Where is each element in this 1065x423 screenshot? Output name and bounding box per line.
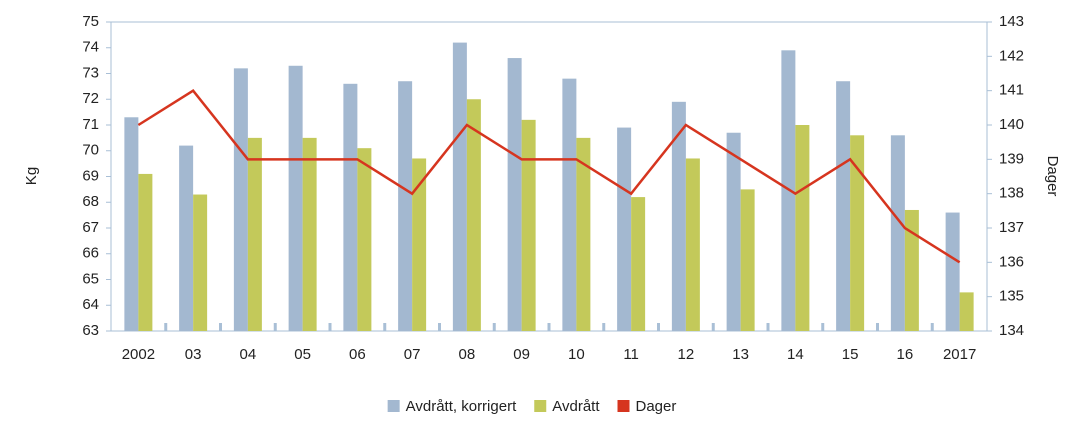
bar bbox=[357, 148, 372, 331]
y-tick-label: 75 bbox=[82, 13, 99, 30]
bar bbox=[945, 212, 960, 331]
y-tick-label: 67 bbox=[82, 219, 99, 236]
bar bbox=[193, 194, 208, 331]
y2-tick-label: 135 bbox=[999, 288, 1024, 305]
y-tick-label: 70 bbox=[82, 142, 99, 159]
x-tick-label: 03 bbox=[185, 346, 202, 363]
y-tick-label: 69 bbox=[82, 167, 99, 184]
x-tick-label: 2002 bbox=[122, 346, 155, 363]
y2-tick-label: 141 bbox=[999, 82, 1024, 99]
bar bbox=[233, 68, 248, 331]
y2-tick-label: 139 bbox=[999, 150, 1024, 167]
x-tick-label: 11 bbox=[623, 346, 639, 363]
x-tick-label: 09 bbox=[513, 346, 530, 363]
legend-swatch bbox=[534, 400, 547, 412]
legend-swatch bbox=[387, 400, 400, 412]
bar bbox=[576, 137, 591, 331]
legend-label: Avdrått, korrigert bbox=[406, 398, 517, 415]
y-tick-label: 72 bbox=[82, 90, 99, 107]
bar bbox=[671, 101, 686, 331]
bar bbox=[740, 189, 755, 331]
line bbox=[137, 89, 961, 264]
x-tick-label: 04 bbox=[240, 346, 257, 363]
bar bbox=[179, 145, 194, 331]
x-tick-label: 14 bbox=[787, 346, 804, 363]
y-tick-label: 74 bbox=[82, 39, 99, 56]
y2-tick-label: 137 bbox=[999, 219, 1024, 236]
bar bbox=[726, 132, 741, 331]
bar bbox=[138, 173, 153, 331]
bar bbox=[631, 197, 646, 331]
bar bbox=[685, 158, 700, 331]
bar bbox=[890, 135, 905, 331]
legend-swatch bbox=[617, 400, 630, 412]
y2-tick-label: 142 bbox=[999, 47, 1024, 64]
x-tick-label: 12 bbox=[678, 346, 695, 363]
y-tick-label: 73 bbox=[82, 64, 99, 81]
bar bbox=[398, 81, 413, 331]
y-axis-label: Kg bbox=[23, 167, 40, 185]
x-tick-label: 07 bbox=[404, 346, 421, 363]
x-tick-label: 05 bbox=[294, 346, 311, 363]
y2-axis-label: Dager bbox=[1044, 156, 1061, 197]
bar bbox=[343, 83, 358, 331]
bar bbox=[795, 125, 810, 331]
y-tick-label: 71 bbox=[82, 116, 99, 133]
bar bbox=[288, 65, 303, 332]
bar bbox=[466, 99, 481, 331]
y-tick-label: 66 bbox=[82, 245, 99, 262]
y2-tick-label: 136 bbox=[999, 253, 1024, 270]
bar bbox=[959, 292, 974, 331]
x-tick-label: 16 bbox=[897, 346, 914, 363]
y-tick-label: 65 bbox=[82, 270, 99, 287]
x-tick-label: 08 bbox=[459, 346, 476, 363]
bar bbox=[521, 119, 536, 331]
bar bbox=[507, 58, 522, 332]
bar bbox=[904, 209, 919, 331]
x-tick-label: 2017 bbox=[943, 346, 976, 363]
y-tick-label: 64 bbox=[82, 296, 99, 313]
bar bbox=[412, 158, 427, 331]
bar bbox=[836, 81, 851, 331]
bar bbox=[850, 135, 865, 331]
bar bbox=[247, 137, 262, 331]
bar bbox=[452, 42, 467, 331]
y-tick-label: 68 bbox=[82, 193, 99, 210]
x-tick-label: 13 bbox=[732, 346, 749, 363]
legend-label: Dager bbox=[636, 398, 677, 415]
y2-tick-label: 143 bbox=[999, 13, 1024, 30]
bar bbox=[124, 117, 139, 332]
x-tick-label: 06 bbox=[349, 346, 366, 363]
y2-tick-label: 138 bbox=[999, 185, 1024, 202]
y2-tick-label: 140 bbox=[999, 116, 1024, 133]
y2-tick-label: 134 bbox=[999, 322, 1024, 339]
bar bbox=[562, 78, 577, 332]
x-tick-label: 10 bbox=[568, 346, 585, 363]
bar bbox=[302, 137, 317, 331]
x-tick-label: 15 bbox=[842, 346, 859, 363]
legend-label: Avdrått bbox=[552, 398, 600, 415]
y-tick-label: 63 bbox=[82, 322, 99, 339]
bar bbox=[617, 127, 632, 331]
